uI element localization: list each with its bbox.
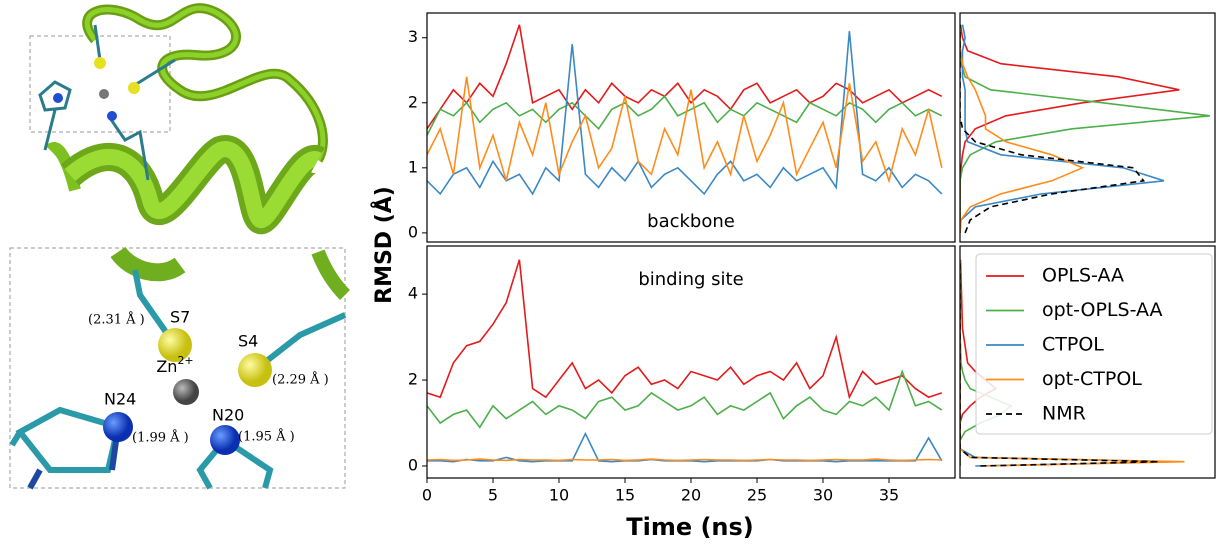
x-tick-label: 5 (488, 486, 498, 505)
y-tick-label: 2 (408, 370, 418, 389)
series-line (427, 259, 943, 400)
protein-cartoon (29, 3, 328, 234)
panel-annotation: binding site (638, 269, 743, 290)
series-line (427, 369, 943, 429)
density-line (960, 24, 1146, 234)
panel-annotation: backbone (647, 211, 735, 232)
atom-label: S4 (238, 332, 258, 351)
density-line (960, 24, 1210, 233)
series-line (427, 31, 943, 196)
atom-label: Zn2+ (156, 354, 193, 376)
density-line (960, 24, 1165, 233)
y-axis-label: RMSD (Å) (371, 186, 397, 304)
distance-label: (1.99 Å ) (132, 430, 189, 446)
charge: 2+ (177, 354, 193, 367)
atom-label: N20 (212, 406, 244, 425)
atom-label: N24 (104, 390, 136, 409)
series-line (427, 458, 942, 462)
y-tick-label: 2 (408, 92, 418, 111)
y-tick-label: 3 (408, 27, 418, 46)
x-axis-label: Time (ns) (626, 513, 754, 541)
plot-frame (959, 12, 1216, 243)
density-line (960, 24, 1085, 233)
density-line (960, 24, 1180, 233)
x-tick-label: 25 (747, 486, 767, 505)
legend-label: opt-CTPOL (1042, 368, 1142, 390)
legend-label: OPLS-AA (1042, 265, 1124, 287)
series-line (427, 431, 943, 463)
series-line (427, 76, 943, 184)
x-tick-label: 15 (615, 486, 635, 505)
x-tick-label: 20 (681, 486, 701, 505)
binding-site-zoom: S7 (2.31 Å ) S4 (2.29 Å ) Zn2+ N24 (1.99… (9, 246, 351, 490)
y-tick-label: 1 (408, 157, 418, 176)
y-tick-label: 4 (408, 284, 418, 303)
distance-label: (2.29 Å ) (272, 372, 329, 388)
plot-frame (426, 245, 956, 479)
element: Zn (156, 357, 177, 376)
legend-label: CTPOL (1042, 334, 1104, 356)
plot-area (960, 24, 1210, 234)
y-tick-label: 0 (408, 455, 418, 474)
x-tick-label: 35 (879, 486, 899, 505)
density-line (960, 259, 998, 466)
atom-label: S7 (170, 308, 190, 327)
plot-frame (426, 12, 956, 243)
x-tick-label: 0 (422, 486, 432, 505)
plot-area (427, 259, 943, 463)
legend-label: NMR (1042, 403, 1086, 425)
y-tick-label: 0 (408, 222, 418, 241)
legend-box (975, 253, 1213, 435)
density-line (960, 259, 1185, 467)
distance-label: (2.31 Å ) (88, 312, 145, 328)
legend-label: opt-OPLS-AA (1042, 299, 1163, 321)
x-tick-label: 10 (549, 486, 569, 505)
x-tick-label: 30 (813, 486, 833, 505)
plot-area (427, 24, 943, 196)
plot-frame (959, 245, 1216, 479)
distance-label: (1.95 Å ) (238, 429, 295, 445)
